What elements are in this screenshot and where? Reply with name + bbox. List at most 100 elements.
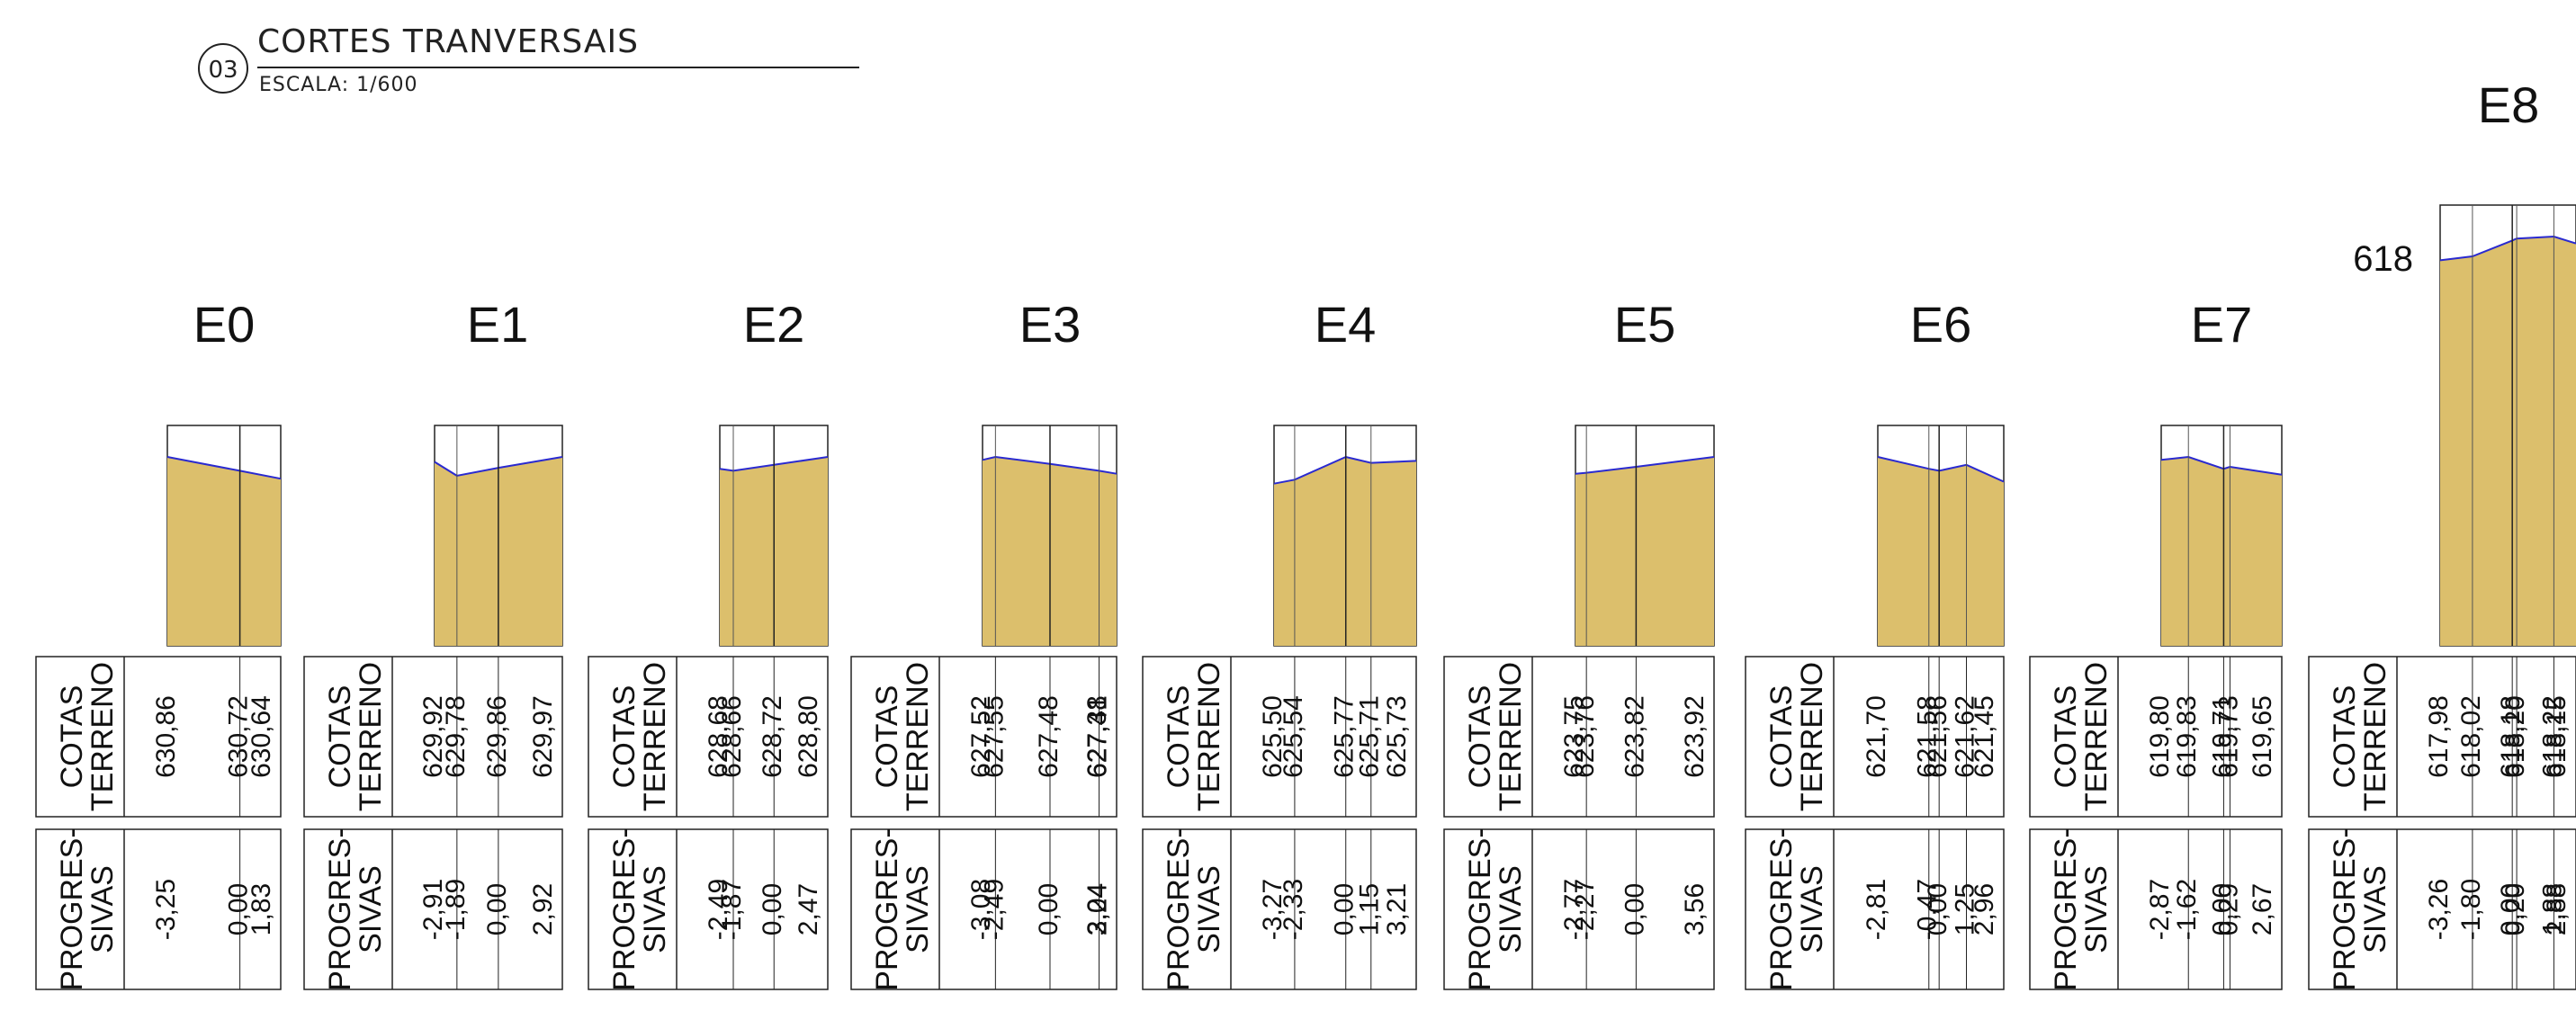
table-frame [850,656,1117,818]
progressivas-table: PROGRES-SIVAS -3,08-2,49 0,00 2,243,04 [850,828,1117,991]
table-value: 628,66 [717,695,747,778]
table-value: 0,00 [758,883,787,935]
table-value: 621,70 [1862,695,1891,778]
table-frame [588,828,829,990]
table-value: 628,72 [758,695,787,778]
table-label-line2: TERRENO [1795,662,1829,811]
terrain-profile-line [434,456,563,477]
table-value: 625,73 [1382,695,1412,778]
table-frame [850,828,1117,990]
table-value: 621,62 [1950,695,1979,778]
table-label-line1: PROGRES- [1463,828,1497,990]
table-value: 621,56 [1923,695,1952,778]
table-frame [303,828,563,990]
table-value: 0,00 [1330,883,1360,935]
table-value: 1,25 [1950,883,1979,935]
table-label-line2: TERRENO [2079,662,2114,811]
table-value: 625,54 [1279,695,1308,778]
table-label-line2: SIVAS [1494,865,1528,953]
table-value: 627,38 [1082,695,1112,778]
table-value: -2,49 [979,879,1009,940]
table-label-line1: COTAS [870,685,904,789]
table-value: -1,80 [2456,879,2486,940]
table-value: 619,71 [2207,695,2237,778]
table-value: 625,77 [1330,695,1360,778]
table-value: 0,20 [2500,883,2530,935]
table-value: -2,27 [1570,879,1600,940]
table-label-line1: COTAS [1463,685,1497,789]
table-value: 1,15 [1355,883,1385,935]
table-frame [588,656,829,818]
table-value: 618,22 [2537,695,2567,778]
table-value: 619,65 [2248,695,2277,778]
table-label-line2: SIVAS [901,865,935,953]
table-value: 621,58 [1913,695,1943,778]
section-title: E3 [1019,296,1082,353]
table-label-line1: COTAS [2049,685,2083,789]
table-value: 618,20 [2500,695,2530,778]
table-value: 617,98 [2424,695,2454,778]
table-value: 3,21 [1382,883,1412,935]
table-value: -1,89 [441,879,471,940]
table-label-line1: PROGRES- [870,828,904,990]
table-value: 2,92 [528,883,558,935]
table-value: 0,00 [1620,883,1649,935]
table-value: -2,77 [1559,879,1589,940]
table-label-line2: SIVAS [2358,865,2392,953]
table-frame [2308,656,2576,818]
table-frame [1745,656,2005,818]
table-value: -0,47 [1913,879,1943,940]
table-value: 619,83 [2172,695,2202,778]
table-value: 0,00 [2207,883,2237,935]
table-frame [1443,656,1715,818]
table-value: 629,86 [482,695,512,778]
drawing-number: 03 [208,57,238,84]
table-label-line1: COTAS [1162,685,1196,789]
section-title: E5 [1614,296,1676,353]
table-frame [35,656,282,818]
table-value: -2,49 [704,879,733,940]
table-label-line2: TERRENO [2358,662,2392,811]
progressivas-table: PROGRES-SIVAS -2,91-1,89 0,00 2,92 [303,828,563,991]
progressivas-table: PROGRES-SIVAS -3,27-2,33 0,001,153,21 [1142,828,1417,991]
title-block: 03 CORTES TRANVERSAIS ESCALA: 1/600 [198,23,859,96]
table-value: 627,48 [1034,695,1064,778]
table-value: -2,81 [1862,879,1891,940]
table-value: 0,00 [1034,883,1064,935]
table-value: 2,47 [794,883,823,935]
table-value: 628,80 [794,695,823,778]
ground-fill [167,457,281,646]
table-frame [1745,828,2005,990]
table-value: 0,00 [482,883,512,935]
table-label-line2: TERRENO [85,662,120,811]
table-value: 629,78 [441,695,471,778]
progressivas-table: PROGRES-SIVAS -3,25 0,001,83 [35,828,282,991]
table-label-line2: TERRENO [1494,662,1528,811]
table-value: -2,33 [1279,879,1308,940]
table-value: 630,86 [151,695,181,778]
table-value: 0,29 [2213,883,2243,935]
table-label-line1: PROGRES- [1764,828,1799,990]
table-value: 3,04 [1082,883,1112,935]
table-label-line1: COTAS [55,685,89,789]
section-title: E0 [193,296,256,353]
table-label-line2: TERRENO [901,662,935,811]
table-value: -2,91 [418,879,448,940]
table-value: 618,18 [2496,695,2526,778]
progressivas-table: PROGRES-SIVAS -2,87-1,62 0,000,29 2,67 [2029,828,2283,991]
drawing-scale: ESCALA: 1/600 [259,74,418,96]
table-label-line1: COTAS [323,685,357,789]
table-label-line2: TERRENO [638,662,672,811]
ground-fill [1575,457,1714,646]
table-value: -3,25 [151,879,181,940]
table-frame [1142,656,1417,818]
table-label-line1: PROGRES- [607,828,642,990]
